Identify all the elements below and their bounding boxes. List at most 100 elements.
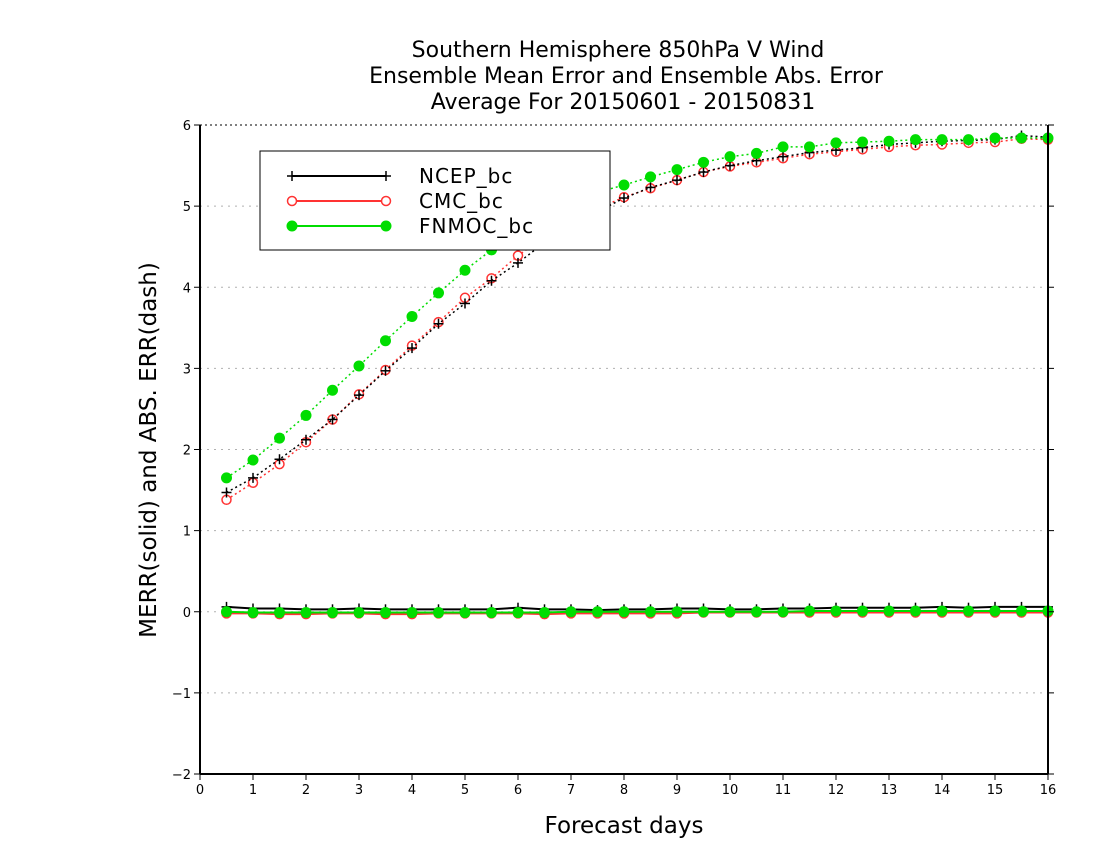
abs-err-point-fnmoc-bc [883, 135, 895, 147]
abs-err-point-fnmoc-bc [645, 171, 656, 183]
mean-err-point-fnmoc-bc [565, 606, 577, 618]
mean-err-point-fnmoc-bc [459, 607, 471, 619]
x-tick-label: 3 [355, 783, 363, 798]
mean-err-point-fnmoc-bc [592, 606, 603, 618]
x-tick-label: 14 [934, 783, 951, 798]
y-tick-label: 1 [183, 525, 191, 540]
legend-marker-start [287, 171, 297, 181]
y-tick-label: −2 [172, 768, 191, 783]
x-tick-label: 13 [881, 783, 898, 798]
x-tick-label: 6 [514, 783, 522, 798]
mean-err-point-fnmoc-bc [512, 607, 524, 619]
title-line-2: Ensemble Mean Error and Ensemble Abs. Er… [369, 64, 884, 89]
y-tick-label: 6 [183, 119, 191, 134]
y-axis-label: MERR(solid) and ABS. ERR(dash) [136, 262, 162, 638]
mean-err-point-fnmoc-bc [353, 607, 365, 619]
legend-marker-end [381, 171, 391, 181]
abs-err-point-fnmoc-bc [724, 151, 736, 163]
abs-err-point-fnmoc-bc [671, 164, 683, 176]
x-tick-label: 9 [673, 783, 681, 798]
x-tick-label: 10 [722, 783, 739, 798]
mean-err-point-fnmoc-bc [883, 605, 895, 617]
abs-err-point-fnmoc-bc [274, 432, 285, 444]
abs-err-point-fnmoc-bc [380, 335, 391, 347]
abs-err-point-ncep-bc [513, 257, 523, 268]
legend-marker-end [380, 220, 392, 232]
mean-err-point-fnmoc-bc [698, 606, 709, 618]
abs-err-point-fnmoc-bc [777, 141, 789, 153]
title-line-1: Southern Hemisphere 850hPa V Wind [412, 38, 825, 63]
y-tick-label: 0 [183, 606, 191, 621]
abs-err-point-fnmoc-bc [989, 132, 1001, 144]
mean-err-point-fnmoc-bc [936, 605, 948, 617]
mean-err-point-fnmoc-bc [327, 607, 338, 619]
abs-err-point-fnmoc-bc [830, 137, 842, 149]
y-tick-label: −1 [172, 687, 191, 702]
abs-err-point-fnmoc-bc [804, 141, 815, 153]
abs-err-point-fnmoc-bc [406, 310, 418, 322]
x-tick-label: 4 [408, 783, 416, 798]
x-tick-label: 15 [987, 783, 1004, 798]
x-tick-label: 0 [196, 783, 204, 798]
abs-err-point-fnmoc-bc [300, 409, 312, 421]
mean-err-point-fnmoc-bc [857, 605, 868, 617]
legend-marker-end [380, 195, 392, 207]
mean-err-point-fnmoc-bc [300, 607, 312, 619]
mean-err-point-fnmoc-bc [380, 607, 391, 619]
abs-err-point-fnmoc-bc [698, 156, 709, 168]
abs-err-point-fnmoc-bc [618, 179, 630, 191]
x-tick-label: 12 [828, 783, 845, 798]
mean-err-point-fnmoc-bc [221, 606, 232, 618]
x-tick-label: 1 [249, 783, 257, 798]
series-layer [221, 130, 1054, 620]
x-tick-label: 7 [567, 783, 575, 798]
abs-err-point-fnmoc-bc [751, 147, 762, 159]
x-tick-label: 5 [461, 783, 469, 798]
abs-err-point-fnmoc-bc [936, 134, 948, 146]
abs-err-point-fnmoc-bc [433, 287, 444, 299]
abs-err-point-fnmoc-bc [963, 134, 974, 146]
abs-err-point-ncep-bc [672, 175, 682, 186]
mean-err-point-fnmoc-bc [539, 607, 550, 619]
abs-err-point-ncep-bc [645, 182, 656, 193]
mean-err-point-fnmoc-bc [751, 606, 762, 618]
abs-err-point-ncep-bc [778, 151, 788, 162]
legend-label-ncep-bc: NCEP_bc [419, 164, 513, 188]
abs-err-point-fnmoc-bc [327, 384, 338, 396]
abs-err-point-ncep-bc [725, 160, 735, 171]
abs-err-point-fnmoc-bc [857, 136, 868, 148]
mean-err-point-fnmoc-bc [433, 607, 444, 619]
abs-err-point-ncep-bc [433, 318, 444, 329]
mean-err-point-fnmoc-bc [963, 605, 974, 617]
abs-err-point-ncep-bc [301, 434, 311, 445]
legend-entry-fnmoc-bc: FNMOC_bc [286, 214, 534, 238]
abs-err-point-ncep-bc [380, 365, 391, 376]
x-tick-label: 8 [620, 783, 628, 798]
abs-err-point-ncep-bc [619, 193, 629, 204]
legend-entry-ncep-bc: NCEP_bc [287, 164, 513, 188]
abs-err-point-ncep-bc [221, 487, 232, 498]
legend-marker-start [286, 220, 298, 232]
mean-err-point-fnmoc-bc [910, 605, 921, 617]
y-tick-label: 4 [183, 281, 191, 296]
abs-err-point-fnmoc-bc [459, 264, 471, 276]
y-tick-label: 2 [183, 444, 191, 459]
mean-err-point-fnmoc-bc [486, 607, 497, 619]
abs-err-point-fnmoc-bc [910, 134, 921, 146]
x-axis-label: Forecast days [545, 813, 704, 839]
legend-label-fnmoc-bc: FNMOC_bc [419, 214, 534, 238]
title-line-3: Average For 20150601 - 20150831 [431, 90, 816, 115]
x-tick-label: 11 [775, 783, 792, 798]
legend-marker-start [286, 195, 298, 207]
abs-err-point-ncep-bc [327, 414, 338, 425]
mean-err-point-fnmoc-bc [830, 605, 842, 617]
abs-err-point-ncep-bc [698, 167, 709, 178]
abs-err-point-ncep-bc [460, 298, 470, 309]
abs-err-point-ncep-bc [407, 343, 417, 354]
mean-err-point-fnmoc-bc [989, 605, 1001, 617]
mean-err-point-fnmoc-bc [1016, 605, 1027, 617]
